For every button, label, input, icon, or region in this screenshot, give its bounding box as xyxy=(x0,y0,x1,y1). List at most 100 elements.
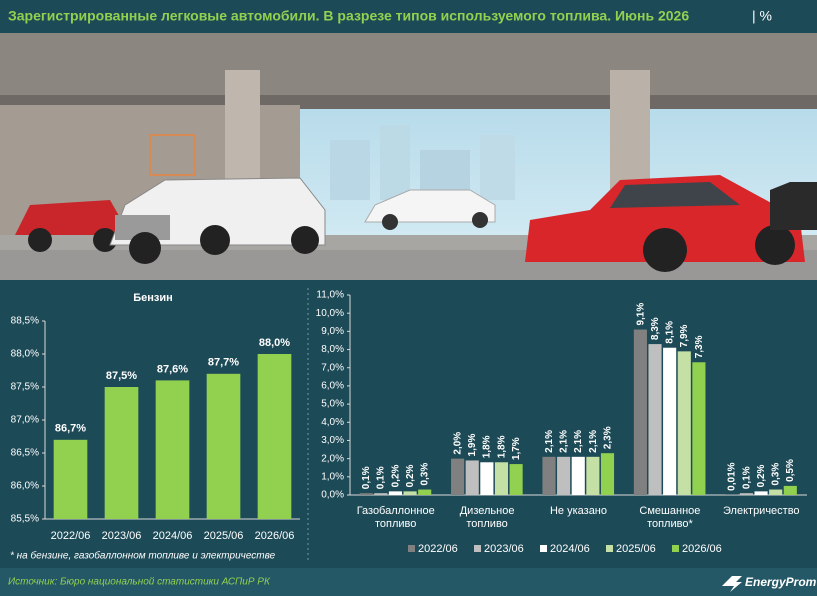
legend-swatch xyxy=(474,545,481,552)
bar xyxy=(206,373,241,519)
y-tick-label: 10,0% xyxy=(316,308,344,319)
y-tick-label: 5,0% xyxy=(321,399,344,410)
value-label: 2,1% xyxy=(559,430,570,453)
legend-swatch xyxy=(606,545,613,552)
value-label: 2,0% xyxy=(452,432,463,455)
value-label: 1,8% xyxy=(496,435,507,458)
y-tick-label: 4,0% xyxy=(321,417,344,428)
x-tick-label: Дизельное топливо xyxy=(460,505,515,530)
value-label: 0,1% xyxy=(376,466,387,489)
value-label: 87,6% xyxy=(157,363,188,375)
header-image xyxy=(0,33,817,280)
value-label: 2,1% xyxy=(588,430,599,453)
x-tick-label: Смешанное топливо* xyxy=(639,505,700,530)
y-tick-label: 3,0% xyxy=(321,435,344,446)
value-label: 7,3% xyxy=(694,335,705,358)
bar xyxy=(633,329,647,495)
y-tick-label: 8,0% xyxy=(321,344,344,355)
value-label: 2,1% xyxy=(544,430,555,453)
y-tick-label: 6,0% xyxy=(321,381,344,392)
bar xyxy=(359,493,373,495)
bar xyxy=(53,439,88,519)
value-label: 0,3% xyxy=(420,463,431,486)
value-label: 2,3% xyxy=(602,426,613,449)
value-label: 0,3% xyxy=(771,463,782,486)
value-label: 2,1% xyxy=(573,430,584,453)
y-tick-label: 88,5% xyxy=(11,316,39,327)
value-label: 8,1% xyxy=(665,321,676,344)
x-tick-label: 2024/06 xyxy=(153,530,193,542)
value-label: 87,5% xyxy=(106,370,137,382)
bar xyxy=(257,354,292,519)
legend-label: 2024/06 xyxy=(550,543,590,555)
value-label: 0,5% xyxy=(785,459,796,482)
value-label: 0,1% xyxy=(361,466,372,489)
bar xyxy=(783,485,797,495)
legend-swatch xyxy=(672,545,679,552)
logo-icon xyxy=(722,576,742,592)
bar xyxy=(155,380,190,519)
bar xyxy=(571,456,585,495)
value-label: 0,2% xyxy=(405,464,416,487)
logo: EnergyProm xyxy=(745,575,817,589)
value-label: 8,3% xyxy=(650,317,661,340)
legend-label: 2025/06 xyxy=(616,543,656,555)
y-tick-label: 2,0% xyxy=(321,453,344,464)
x-tick-label: 2022/06 xyxy=(51,530,91,542)
y-tick-label: 0,0% xyxy=(321,490,344,501)
value-label: 1,7% xyxy=(511,437,522,460)
y-tick-label: 86,5% xyxy=(11,448,39,459)
value-label: 1,8% xyxy=(482,435,493,458)
bar xyxy=(769,489,783,495)
value-label: 0,1% xyxy=(741,466,752,489)
value-label: 87,7% xyxy=(208,357,239,369)
bar xyxy=(403,491,417,495)
title-unit: | % xyxy=(752,8,772,24)
footnote: * на бензине, газобаллонном топливе и эл… xyxy=(10,550,276,562)
bar xyxy=(542,456,556,495)
bar xyxy=(754,491,768,495)
value-label: 0,01% xyxy=(727,462,738,490)
y-tick-label: 87,0% xyxy=(11,415,39,426)
bar xyxy=(663,347,677,495)
value-label: 1,9% xyxy=(467,434,478,457)
legend-swatch xyxy=(540,545,547,552)
bar xyxy=(418,489,432,495)
legend-label: 2022/06 xyxy=(418,543,458,555)
y-tick-label: 88,0% xyxy=(11,349,39,360)
bar xyxy=(586,456,600,495)
y-tick-label: 87,5% xyxy=(11,382,39,393)
y-tick-label: 85,5% xyxy=(11,514,39,525)
bar xyxy=(648,344,662,495)
x-tick-label: Электричество xyxy=(723,505,800,517)
bar xyxy=(388,491,403,495)
bar xyxy=(374,493,388,495)
bar xyxy=(677,351,691,495)
x-tick-label: 2025/06 xyxy=(204,530,244,542)
value-label: 9,1% xyxy=(635,303,646,326)
source: Источник: Бюро национальной статистики А… xyxy=(8,577,271,588)
y-tick-label: 1,0% xyxy=(321,471,344,482)
bar xyxy=(104,387,139,519)
legend-label: 2023/06 xyxy=(484,543,524,555)
value-label: 0,2% xyxy=(390,464,401,487)
bar xyxy=(557,456,571,495)
x-tick-label: 2023/06 xyxy=(102,530,142,542)
value-label: 88,0% xyxy=(259,337,290,349)
x-tick-label: Газобаллонное топливо xyxy=(357,505,435,530)
bar xyxy=(451,458,465,495)
y-tick-label: 11,0% xyxy=(316,290,344,301)
chart-title: Бензин xyxy=(133,292,173,304)
value-label: 0,2% xyxy=(756,464,767,487)
bar xyxy=(739,493,753,495)
bar xyxy=(494,462,509,495)
bar xyxy=(465,460,479,495)
value-label: 7,9% xyxy=(679,324,690,347)
value-label: 86,7% xyxy=(55,423,86,435)
title: Зарегистрированные легковые автомобили. … xyxy=(8,8,689,24)
x-tick-label: 2026/06 xyxy=(255,530,295,542)
x-tick-label: Не указано xyxy=(550,505,607,517)
source-band xyxy=(0,568,817,596)
bar xyxy=(509,464,523,495)
